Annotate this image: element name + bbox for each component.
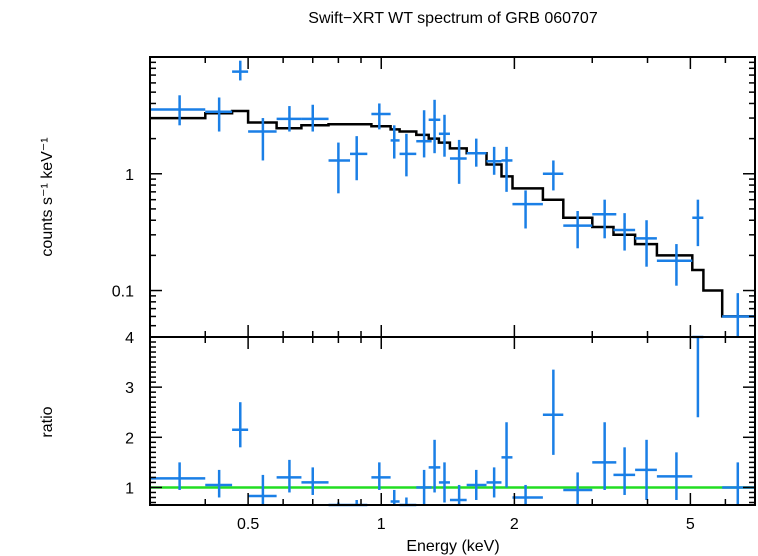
- ratio-panel: 0.5 1 2 5 1 2 3 4 ratio: [39, 330, 756, 533]
- ratio-y-tick-label-0: 1: [125, 480, 134, 497]
- model-step-curve: [150, 109, 755, 318]
- ratio-y-tick-label-2: 3: [125, 380, 134, 397]
- x-tick-label-0: 0.5: [237, 516, 259, 533]
- chart-title: Swift−XRT WT spectrum of GRB 060707: [308, 10, 598, 27]
- spectrum-panel-frame: [149, 56, 756, 338]
- x-tick-label-1: 1: [377, 516, 386, 533]
- x-tick-label-3: 5: [686, 516, 695, 533]
- ratio-y-axis-label: ratio: [39, 406, 56, 437]
- ratio-marks: [150, 335, 755, 507]
- spectrum-marks: [150, 60, 755, 337]
- x-tick-label-2: 2: [510, 516, 519, 533]
- spectrum-panel: 10.1 counts s⁻¹ keV⁻¹: [39, 56, 756, 338]
- spectrum-axis-ticks: 10.1: [112, 56, 756, 338]
- ratio-axis-ticks: 0.5 1 2 5 1 2 3 4: [125, 330, 756, 533]
- spectrum-y-tick-label-0: 1: [125, 167, 134, 184]
- ratio-y-tick-label-3: 4: [125, 330, 134, 347]
- spectrum-y-axis-label: counts s⁻¹ keV⁻¹: [39, 137, 56, 256]
- x-axis-label: Energy (keV): [406, 538, 499, 555]
- ratio-panel-frame: [149, 336, 756, 506]
- spectrum-y-tick-label-1: 0.1: [112, 284, 134, 301]
- ratio-y-tick-label-1: 2: [125, 430, 134, 447]
